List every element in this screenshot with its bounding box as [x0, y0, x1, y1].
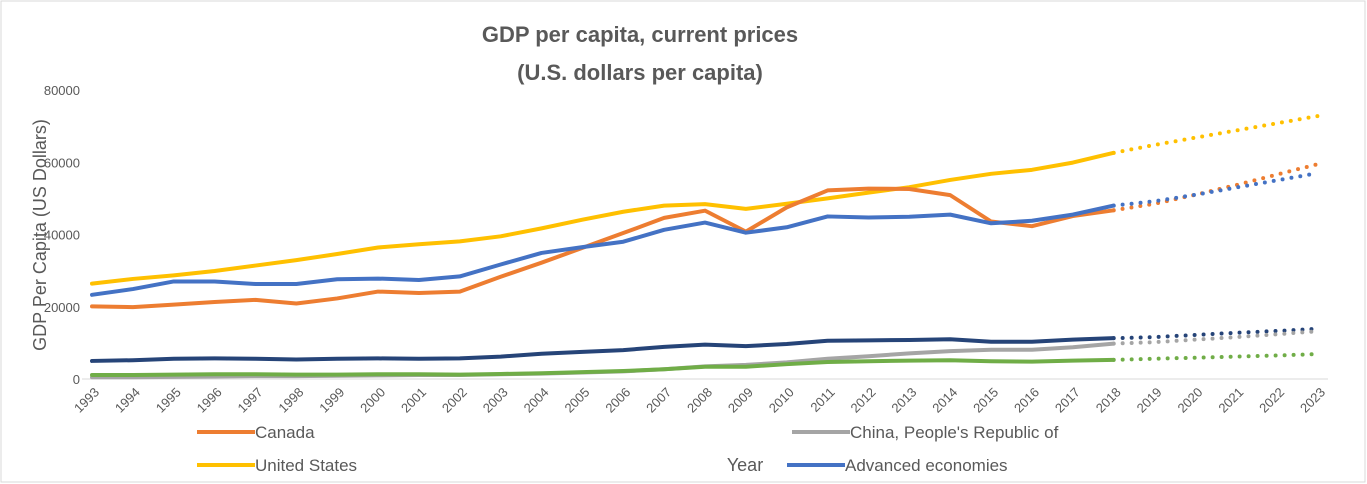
y-tick-label: 80000 — [44, 83, 80, 98]
line-series — [90, 150, 1116, 286]
line-series — [90, 203, 1116, 297]
line-projection — [1111, 171, 1320, 208]
line-series — [90, 357, 1116, 378]
legend-label: China, People's Republic of — [850, 423, 1059, 442]
line-series — [90, 186, 1116, 310]
x-axis-label: Year — [727, 455, 763, 475]
legend-label: United States — [255, 456, 357, 475]
line-projection — [1111, 329, 1320, 346]
chart-subtitle: (U.S. dollars per capita) — [517, 60, 763, 85]
legend-label: Canada — [255, 423, 315, 442]
line-projection — [1111, 114, 1320, 155]
chart-title: GDP per capita, current prices — [482, 22, 798, 47]
y-tick-label: 60000 — [44, 155, 80, 170]
y-tick-label: 40000 — [44, 228, 80, 243]
y-axis-label: GDP Per Capita (US Dollars) — [30, 119, 50, 351]
line-projection — [1111, 352, 1320, 362]
legend-label: Advanced economies — [845, 456, 1008, 475]
line-projection — [1111, 326, 1320, 341]
y-tick-label: 20000 — [44, 300, 80, 315]
y-tick-label: 0 — [73, 372, 80, 387]
line-projection — [1111, 162, 1320, 213]
line-series — [90, 336, 1116, 363]
